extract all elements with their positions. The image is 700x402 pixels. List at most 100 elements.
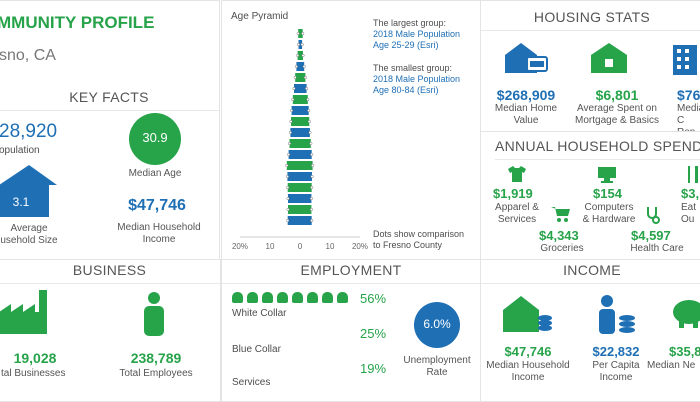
employee-icon bbox=[144, 292, 164, 336]
per-capita-value: $22,832 bbox=[592, 344, 640, 359]
pyramid-bar-female-45-49 bbox=[300, 117, 310, 126]
pyramid-dot-female-85+ bbox=[301, 31, 305, 35]
worker-icon bbox=[262, 292, 273, 303]
median-home-value: $268,909 bbox=[496, 87, 556, 103]
piggy-bank-icon bbox=[673, 300, 700, 328]
dining-label: Eat Ou bbox=[681, 202, 697, 225]
median-income-label: Median Household Income bbox=[117, 222, 201, 245]
pyramid-bar-male-0-4 bbox=[287, 216, 300, 225]
pyramid-bar-female-65-69 bbox=[300, 73, 306, 82]
household-income-label: Median Household Income bbox=[486, 360, 570, 383]
grocery-cart-icon bbox=[551, 207, 570, 222]
pyramid-bar-female-5-9 bbox=[300, 205, 312, 214]
pyramid-dot-female-0-4 bbox=[310, 218, 314, 222]
population-value: 28,920 bbox=[0, 121, 58, 142]
pyramid-bar-female-0-4 bbox=[300, 216, 312, 225]
mortgage-icon bbox=[591, 43, 627, 73]
computers-value: $154 bbox=[593, 186, 622, 201]
pyramid-dot-female-15-19 bbox=[310, 185, 314, 189]
pyramid-dot-female-65-69 bbox=[303, 76, 307, 80]
pyramid-dot-female-25-29 bbox=[311, 163, 315, 167]
housing-title: HOUSING STATS bbox=[481, 9, 700, 31]
worker-icon bbox=[322, 292, 333, 303]
pyramid-tick-label: 10 bbox=[266, 242, 275, 251]
pyramid-dot-female-70-74 bbox=[302, 65, 306, 69]
pyramid-dot-male-5-9 bbox=[286, 207, 290, 211]
pyramid-dot-male-35-39 bbox=[288, 141, 292, 145]
house-icon bbox=[0, 165, 57, 217]
pyramid-dot-male-10-14 bbox=[286, 196, 290, 200]
pyramid-tick-label: 20% bbox=[232, 242, 248, 251]
mortgage-value: $6,801 bbox=[595, 87, 639, 103]
pyramid-dot-male-30-34 bbox=[287, 152, 291, 156]
stethoscope-icon bbox=[647, 207, 660, 224]
computers-label: Computers & Hardware bbox=[582, 202, 636, 225]
pyramid-dot-female-30-34 bbox=[310, 152, 314, 156]
pyramid-dot-female-10-14 bbox=[309, 196, 313, 200]
worker-icons-row bbox=[232, 292, 357, 304]
median-age-circle bbox=[129, 113, 181, 165]
pyramid-dot-female-5-9 bbox=[309, 207, 313, 211]
worker-icon bbox=[307, 292, 318, 303]
household-size-label-text: Average usehold Size bbox=[0, 223, 58, 246]
population-label: opulation bbox=[0, 145, 40, 156]
dining-value: $3, bbox=[681, 186, 700, 201]
pyramid-dot-male-55-59 bbox=[291, 97, 295, 101]
per-capita-label: Per Capita Income bbox=[592, 360, 640, 383]
health-care-value: $4,597 bbox=[631, 228, 671, 243]
smallest-group-value: 2018 Male Population Age 80-84 (Esri) bbox=[373, 74, 461, 95]
pyramid-bar-male-10-14 bbox=[288, 194, 300, 203]
pyramid-dot-male-40-44 bbox=[288, 130, 292, 134]
factory-icon bbox=[0, 290, 47, 334]
white-collar-pct: 56% bbox=[360, 291, 387, 306]
pyramid-dot-male-45-49 bbox=[289, 119, 293, 123]
median-age-value: 30.9 bbox=[142, 130, 168, 145]
pyramid-dot-female-55-59 bbox=[306, 97, 310, 101]
rent-icon bbox=[673, 45, 697, 75]
white-collar-label: White Collar bbox=[232, 308, 287, 319]
pyramid-bar-male-70-74 bbox=[296, 62, 300, 71]
pyramid-dot-male-70-74 bbox=[294, 65, 298, 69]
pyramid-bar-female-10-14 bbox=[300, 194, 312, 203]
apparel-icon bbox=[508, 166, 526, 182]
pyramid-bar-female-50-54 bbox=[300, 106, 309, 115]
dining-icon bbox=[688, 166, 698, 183]
pyramid-dot-female-60-64 bbox=[305, 86, 309, 90]
pyramid-dot-female-20-24 bbox=[310, 174, 314, 178]
age-pyramid-chart: 20% 10 0 10 20% bbox=[232, 29, 368, 251]
pyramid-bar-female-60-64 bbox=[300, 84, 307, 93]
median-age-label: Median Age bbox=[128, 168, 182, 179]
pyramid-bar-male-15-19 bbox=[287, 183, 300, 192]
household-size-label: Average usehold Size bbox=[0, 223, 59, 247]
total-businesses-label: tal Businesses bbox=[1, 368, 66, 379]
pyramid-bar-male-20-24 bbox=[287, 172, 300, 181]
pyramid-dot-male-50-54 bbox=[290, 108, 294, 112]
pyramid-bar-male-60-64 bbox=[294, 84, 300, 93]
key-facts-title: KEY FACTS bbox=[0, 89, 219, 111]
median-income-value: $47,746 bbox=[128, 197, 186, 214]
employment-title: EMPLOYMENT bbox=[222, 262, 480, 284]
largest-group-value: 2018 Male Population Age 25-29 (Esri) bbox=[373, 29, 461, 50]
total-employees-value: 238,789 bbox=[130, 350, 182, 366]
pyramid-tick-label: 10 bbox=[326, 242, 335, 251]
household-size-value: 3.1 bbox=[12, 195, 30, 209]
groceries-value: $4,343 bbox=[539, 228, 579, 243]
services-label: Services bbox=[232, 377, 271, 388]
net-worth-label: Median Ne bbox=[647, 360, 696, 371]
spending-panel: ANNUAL HOUSEHOLD SPEND $1,919 Apparel & … bbox=[480, 131, 700, 260]
pyramid-dot-male-85+ bbox=[296, 31, 300, 35]
employment-panel: EMPLOYMENT White Collar 56% Blue Collar … bbox=[221, 259, 481, 402]
pyramid-dot-male-20-24 bbox=[285, 174, 289, 178]
pyramid-bar-female-35-39 bbox=[300, 139, 311, 148]
total-businesses-value: 19,028 bbox=[13, 350, 57, 366]
apparel-value: $1,919 bbox=[493, 186, 533, 201]
pyramid-bar-male-45-49 bbox=[291, 117, 300, 126]
pyramid-dot-male-0-4 bbox=[286, 218, 290, 222]
net-worth-value: $35,8 bbox=[669, 344, 700, 359]
blue-collar-pct: 25% bbox=[360, 326, 387, 341]
pyramid-bar-male-55-59 bbox=[292, 95, 300, 104]
worker-icon bbox=[277, 292, 288, 303]
business-panel: BUSINESS 19,028 tal Businesses 238,789 T… bbox=[0, 259, 221, 402]
spending-title: ANNUAL HOUSEHOLD SPEND bbox=[495, 138, 700, 160]
pyramid-bar-female-40-44 bbox=[300, 128, 310, 137]
